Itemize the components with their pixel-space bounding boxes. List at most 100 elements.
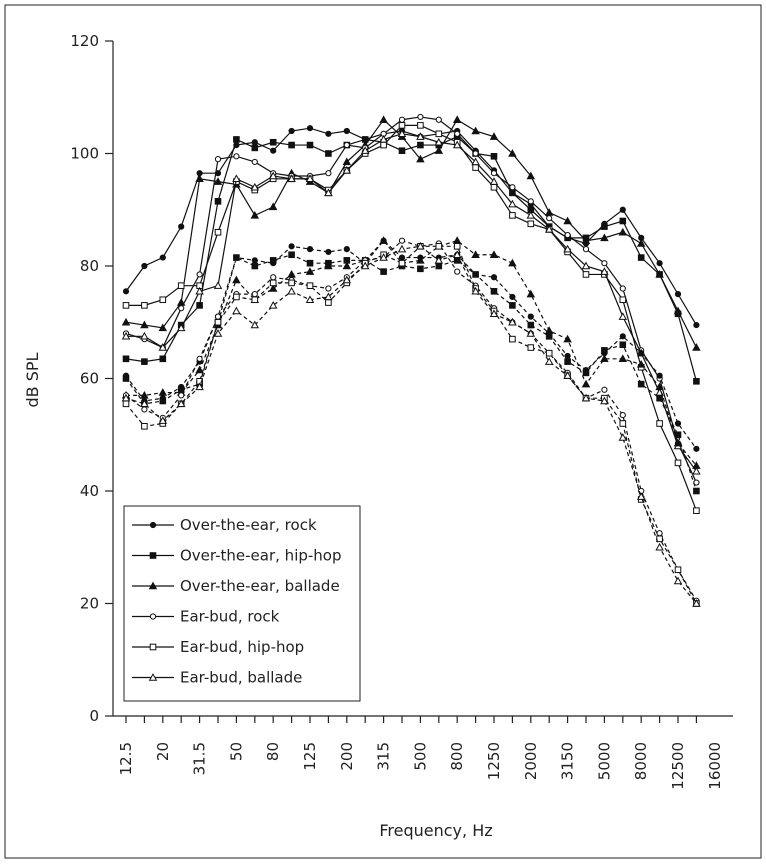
data-point xyxy=(490,153,498,160)
data-point xyxy=(674,420,682,427)
data-point xyxy=(655,542,664,551)
data-point xyxy=(619,206,626,213)
y-tick-label: 80 xyxy=(80,257,99,275)
data-point xyxy=(490,288,498,295)
data-point xyxy=(178,392,185,399)
data-point xyxy=(178,305,185,312)
data-point xyxy=(618,227,628,236)
data-point xyxy=(232,174,241,183)
data-point xyxy=(159,254,166,261)
data-point xyxy=(140,320,149,329)
data-point xyxy=(417,113,424,121)
series-1 xyxy=(122,125,700,329)
x-tick-label: 16000 xyxy=(706,742,724,790)
legend-swatch-marker xyxy=(149,613,157,620)
data-point xyxy=(619,217,627,225)
data-point xyxy=(452,115,462,123)
series-12 xyxy=(121,241,701,607)
data-point xyxy=(379,236,388,244)
data-point xyxy=(563,334,572,343)
data-point xyxy=(214,228,222,236)
data-point xyxy=(673,576,683,585)
x-tick-label: 12.5 xyxy=(117,742,135,775)
data-point xyxy=(416,154,425,163)
data-point xyxy=(526,289,536,298)
x-tick-label: 50 xyxy=(227,742,245,761)
data-point xyxy=(692,466,701,475)
data-point xyxy=(232,306,241,315)
data-point xyxy=(454,268,461,275)
data-point xyxy=(417,122,424,129)
data-point xyxy=(544,326,554,334)
data-point xyxy=(305,267,315,275)
data-point xyxy=(233,254,240,261)
data-point xyxy=(564,358,571,365)
legend-swatch-marker xyxy=(148,673,158,681)
y-tick-label: 60 xyxy=(80,370,99,388)
y-tick-label: 0 xyxy=(89,707,99,725)
data-point xyxy=(305,295,315,303)
series-5 xyxy=(122,122,700,514)
axes: 0 20 40 60 80 100 120 12.5 20 31.5 50 80 125 200 315 50… xyxy=(70,32,733,790)
data-point xyxy=(121,317,131,326)
series-line xyxy=(125,239,697,450)
data-point xyxy=(619,333,626,340)
data-point xyxy=(490,183,498,191)
data-point xyxy=(325,150,332,157)
data-point xyxy=(619,411,626,419)
data-point xyxy=(325,285,332,292)
data-point xyxy=(176,399,186,408)
data-point xyxy=(268,300,278,309)
x-axis-title: Frequency, Hz xyxy=(379,821,492,840)
data-point xyxy=(287,174,296,183)
data-point xyxy=(159,397,167,405)
legend-label: Over-the-ear, hip-hop xyxy=(180,547,342,565)
data-point xyxy=(158,416,168,424)
data-point xyxy=(325,248,332,256)
data-point xyxy=(527,198,534,205)
data-point xyxy=(268,171,278,180)
data-point xyxy=(379,115,388,123)
legend-label: Ear-bud, ballade xyxy=(180,669,302,687)
data-point xyxy=(508,317,517,326)
data-point xyxy=(674,431,682,439)
series-6 xyxy=(121,129,701,475)
data-point xyxy=(214,198,222,205)
data-point xyxy=(619,296,627,304)
data-point xyxy=(342,165,352,174)
series-layer xyxy=(121,113,701,607)
data-point xyxy=(342,261,352,270)
series-line xyxy=(125,116,697,483)
y-axis-title: dB SPL xyxy=(23,352,42,407)
data-point xyxy=(380,268,387,275)
data-point xyxy=(269,279,277,287)
data-point xyxy=(600,267,609,275)
data-point xyxy=(196,271,203,278)
data-point xyxy=(582,271,590,278)
data-point xyxy=(545,333,553,340)
data-point xyxy=(213,281,223,289)
data-point xyxy=(214,313,222,320)
data-point xyxy=(250,320,260,329)
data-point xyxy=(471,286,480,295)
data-point xyxy=(692,461,701,469)
data-point xyxy=(398,116,406,123)
data-point xyxy=(435,262,443,270)
data-point xyxy=(360,146,370,154)
x-tick-label: 125 xyxy=(301,742,319,771)
data-point xyxy=(305,174,315,183)
data-point xyxy=(270,274,277,281)
data-point xyxy=(141,358,148,365)
data-point xyxy=(251,257,258,264)
data-point xyxy=(472,150,479,157)
data-point xyxy=(269,138,277,146)
data-point xyxy=(343,127,350,135)
data-point xyxy=(692,343,701,351)
data-point xyxy=(213,177,223,185)
x-tick-label: 200 xyxy=(338,742,356,771)
data-point xyxy=(472,164,479,171)
data-point xyxy=(251,158,258,166)
data-point xyxy=(159,296,167,304)
data-point xyxy=(214,156,222,163)
